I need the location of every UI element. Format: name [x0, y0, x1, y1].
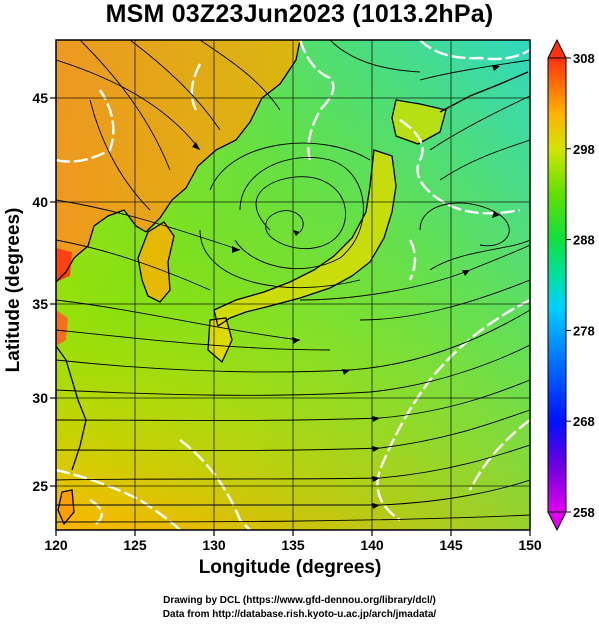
x-axis-label: Longitude (degrees): [198, 557, 382, 578]
x-tick-marks: [55, 530, 531, 536]
colorbar-tick-label: 308: [573, 51, 595, 66]
colorbar-tick-label: 258: [573, 505, 595, 520]
colorbar-tick-label: 298: [573, 142, 595, 157]
isotherm-contours: [56, 40, 530, 530]
y-axis-label: Latitude (degrees): [3, 207, 24, 373]
y-tick-marks: [50, 97, 56, 487]
colorbar-max-arrow: [547, 38, 567, 59]
colorbar-tick-label: 278: [573, 323, 595, 338]
colorbar-min-arrow: [547, 511, 567, 532]
x-tick-label: 150: [518, 537, 542, 553]
x-tick-label: 135: [281, 537, 305, 553]
graticule: [56, 40, 530, 530]
x-tick-label: 130: [202, 537, 226, 553]
y-tick-labels: 25 30 35 40 45: [32, 90, 48, 494]
colorbar-tick-label: 288: [573, 233, 595, 248]
y-tick-label: 45: [32, 90, 48, 106]
colorbar: 308 298 288 278 268 258: [547, 38, 595, 532]
x-tick-label: 125: [123, 537, 147, 553]
credit-dcl: Drawing by DCL (https://www.gfd-dennou.o…: [163, 595, 436, 606]
y-tick-label: 30: [32, 390, 48, 406]
x-tick-label: 140: [360, 537, 384, 553]
x-tick-label: 120: [44, 537, 68, 553]
credit-data-source: Data from http://database.rish.kyoto-u.a…: [162, 609, 437, 620]
temperature-field: [56, 40, 530, 530]
map-title: MSM 03Z23Jun2023 (1013.2hPa): [105, 0, 494, 28]
y-tick-label: 35: [32, 296, 48, 312]
colorbar-tick-label: 268: [573, 414, 595, 429]
x-tick-labels: 120 125 130 135 140 145 150: [44, 537, 542, 553]
coastlines: [56, 40, 529, 526]
y-tick-label: 25: [32, 478, 48, 494]
x-tick-label: 145: [439, 537, 463, 553]
y-tick-label: 40: [32, 194, 48, 210]
flow-arrows: [192, 65, 500, 509]
streamlines: [56, 40, 530, 523]
colorbar-scale: [547, 57, 567, 513]
